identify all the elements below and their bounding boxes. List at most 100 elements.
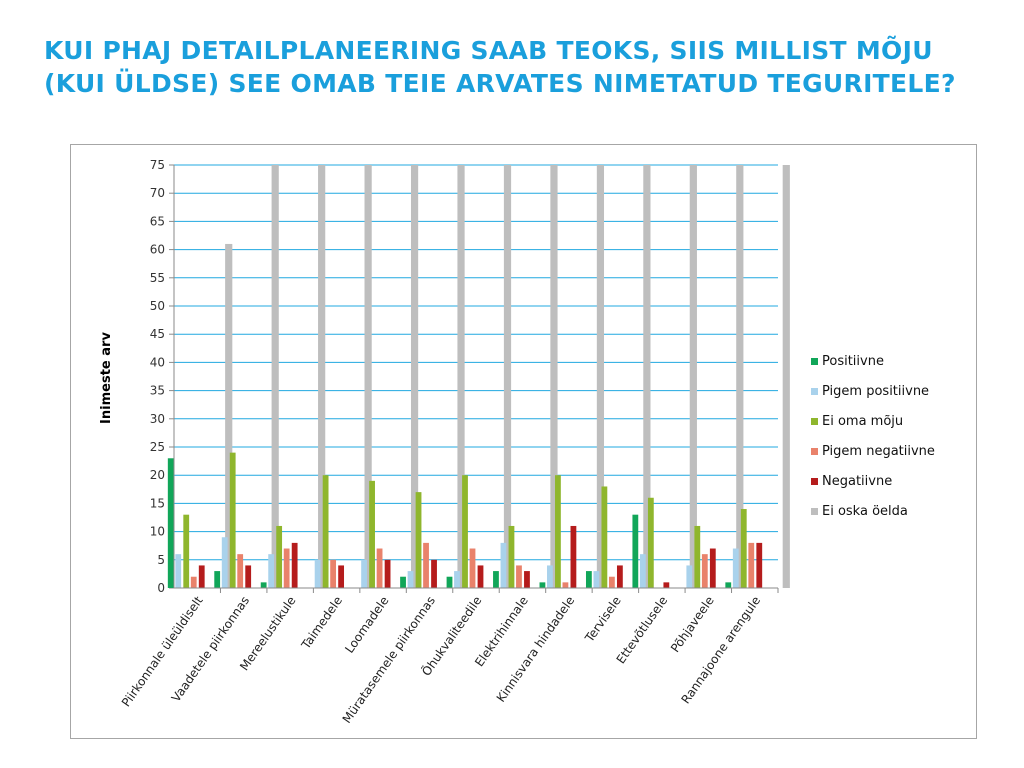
y-tick-label: 70	[150, 186, 165, 200]
bar	[457, 165, 465, 588]
bar	[167, 458, 174, 588]
y-tick-label: 5	[157, 553, 165, 567]
legend-entry: Pigem negatiivne	[822, 444, 935, 459]
bar	[709, 548, 716, 588]
bar	[245, 565, 252, 588]
bar	[469, 548, 476, 588]
y-tick-label: 55	[150, 271, 165, 285]
legend: Positiivne Pigem positiivne Ei oma mõju Pig…	[811, 354, 935, 519]
bar	[431, 559, 437, 588]
bar	[291, 542, 298, 588]
bar	[477, 565, 484, 588]
bar	[214, 571, 221, 588]
x-tick-label: Loomadele	[342, 594, 391, 656]
bar	[782, 165, 790, 588]
legend-swatch	[811, 418, 818, 425]
bar	[271, 165, 279, 588]
bar	[322, 475, 329, 588]
bar	[190, 576, 197, 588]
bar	[237, 554, 244, 588]
bar	[593, 571, 600, 588]
bar	[283, 548, 290, 588]
bar	[260, 582, 267, 588]
x-tick-label: Taimedele	[298, 594, 345, 653]
bar	[400, 576, 406, 588]
x-tick-label: Piirkonnale üleüldiselt	[119, 593, 206, 709]
bar	[639, 554, 646, 588]
bar	[446, 576, 453, 588]
legend-swatch	[811, 358, 818, 365]
bar	[276, 525, 283, 588]
legend-entry: Ei oska öelda	[822, 504, 908, 519]
bars	[167, 165, 790, 588]
bar	[500, 542, 507, 588]
bar	[756, 542, 763, 588]
slide-title: KUI PHAJ DETAILPLANEERING SAAB TEOKS, SI…	[44, 36, 956, 98]
bar	[632, 514, 639, 588]
x-tick-label: Vaadetele piirkonnas	[169, 594, 252, 705]
legend-entry: Ei oma mõju	[822, 414, 903, 429]
y-tick-label: 0	[157, 581, 165, 595]
y-tick-label: 20	[150, 468, 165, 482]
bar	[555, 475, 561, 588]
x-tick-label: Põhjaveele	[668, 594, 717, 655]
x-tick-label: Tervisele	[582, 594, 624, 646]
bar	[338, 565, 345, 588]
bar	[415, 492, 422, 588]
bar	[225, 243, 233, 588]
bar	[701, 554, 708, 588]
bar	[361, 559, 367, 588]
y-tick-label: 75	[150, 158, 165, 172]
legend-entry: Positiivne	[822, 354, 884, 369]
bar	[493, 571, 499, 588]
y-tick-label: 35	[150, 384, 165, 398]
bar	[647, 497, 654, 588]
bar	[454, 571, 460, 588]
y-tick-label: 30	[150, 412, 165, 426]
bar	[330, 559, 337, 588]
x-tick-label: Kinnisvara hindadele	[494, 594, 578, 705]
y-axis-label: Inimeste arv	[99, 332, 114, 424]
bar	[364, 165, 372, 588]
bar	[423, 542, 429, 588]
bar	[596, 165, 605, 588]
bar	[732, 548, 739, 588]
y-tick-label: 40	[150, 355, 165, 369]
x-tick-label: Ettevõtlusele	[614, 594, 671, 667]
legend-swatch	[811, 508, 818, 515]
bar	[643, 165, 651, 588]
y-tick-label: 50	[150, 299, 165, 313]
x-tick-label: Rannajoone arengule	[678, 594, 763, 707]
bar	[550, 165, 558, 588]
bar	[376, 548, 383, 588]
legend-swatch	[811, 478, 818, 485]
y-tick-label: 10	[150, 525, 165, 539]
y-tick-label: 65	[150, 214, 165, 228]
bar	[175, 554, 182, 588]
bar	[562, 582, 569, 588]
bar	[369, 480, 375, 588]
y-tick-label: 15	[150, 496, 165, 510]
bar	[748, 542, 755, 588]
bar	[462, 475, 468, 588]
bar	[410, 165, 419, 588]
legend-entry: Negatiivne	[822, 474, 892, 489]
bar	[539, 582, 546, 588]
bar-chart: 0 5 10 15 20 25 30 35 40 45 50 55 60 65 70 75 Piirkonna…	[99, 158, 935, 726]
legend-swatch	[811, 448, 818, 455]
bar	[198, 565, 205, 588]
bar	[736, 165, 744, 588]
bar	[547, 565, 553, 588]
bar	[725, 582, 732, 588]
axes	[173, 165, 779, 593]
bar	[601, 486, 608, 588]
bar	[318, 165, 326, 588]
bar	[268, 554, 275, 588]
bar	[384, 559, 391, 588]
y-tick-label: 60	[150, 243, 165, 257]
gridlines	[169, 164, 778, 589]
y-tick-label: 25	[150, 440, 165, 454]
bar	[740, 509, 747, 588]
legend-swatch	[811, 388, 818, 395]
